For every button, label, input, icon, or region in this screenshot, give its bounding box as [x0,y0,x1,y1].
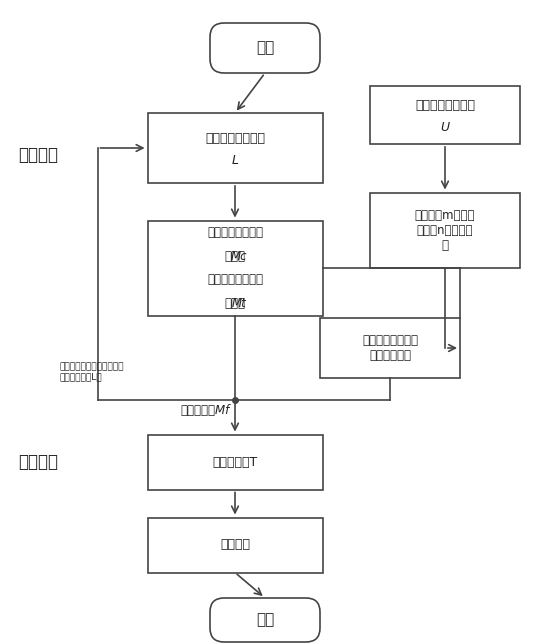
Text: 融合后特征Mf: 融合后特征Mf [180,404,229,417]
Bar [148,518,323,573]
Bar [320,318,460,378]
Text: 每个查询对象得到
相应排序结果: 每个查询对象得到 相应排序结果 [362,334,418,362]
Text: 开始: 开始 [256,41,274,55]
Text: 训练阶段: 训练阶段 [18,146,58,164]
Text: 影矩阵: 影矩阵 [225,250,245,263]
Text: Mc: Mc [230,250,247,263]
Text: 基于纹理特征的投: 基于纹理特征的投 [207,273,263,287]
Text: L: L [232,153,239,167]
Text: 已标注训练样本集: 已标注训练样本集 [205,131,265,144]
Text: U: U [440,120,450,133]
Bar [148,435,323,489]
Text: 影矩阵: 影矩阵 [225,297,245,310]
Bar [370,86,520,144]
Text: 未标注训练样本集: 未标注训练样本集 [415,99,475,111]
Text: 测试数据集T: 测试数据集T [213,455,258,468]
Text: 结束: 结束 [256,612,274,627]
FancyBboxPatch shape [210,598,320,642]
Text: 取查询对象和相应正样本、
负样本加入到L中: 取查询对象和相应正样本、 负样本加入到L中 [60,363,124,382]
Text: 基于颜色特征的投: 基于颜色特征的投 [207,226,263,239]
Text: 随机选出m个查询
对象及n个待查对
象: 随机选出m个查询 对象及n个待查对 象 [415,209,475,252]
Bar [148,220,323,316]
Text: 测试结果: 测试结果 [220,538,250,551]
Bar [148,113,323,183]
FancyBboxPatch shape [210,23,320,73]
Text: 测试阶段: 测试阶段 [18,453,58,471]
Bar [370,193,520,267]
Text: Mt: Mt [231,297,246,310]
